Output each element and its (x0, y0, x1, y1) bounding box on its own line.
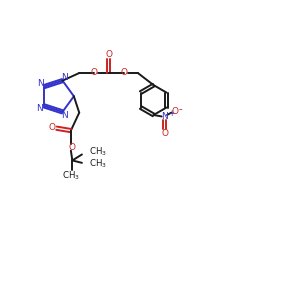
Text: O: O (69, 143, 76, 152)
Text: N: N (161, 112, 168, 121)
Text: O: O (105, 50, 112, 59)
Text: O: O (90, 68, 98, 77)
Text: CH$_3$: CH$_3$ (89, 146, 107, 158)
Text: CH$_3$: CH$_3$ (62, 170, 80, 182)
Text: O: O (171, 106, 178, 116)
Text: +: + (168, 109, 174, 118)
Text: O: O (120, 68, 127, 77)
Text: -: - (178, 104, 182, 114)
Text: O: O (161, 129, 168, 138)
Text: N: N (37, 79, 44, 88)
Text: N: N (61, 73, 68, 82)
Text: N: N (61, 111, 68, 120)
Text: O: O (49, 123, 56, 132)
Text: CH$_3$: CH$_3$ (89, 158, 107, 170)
Text: N: N (37, 104, 43, 113)
